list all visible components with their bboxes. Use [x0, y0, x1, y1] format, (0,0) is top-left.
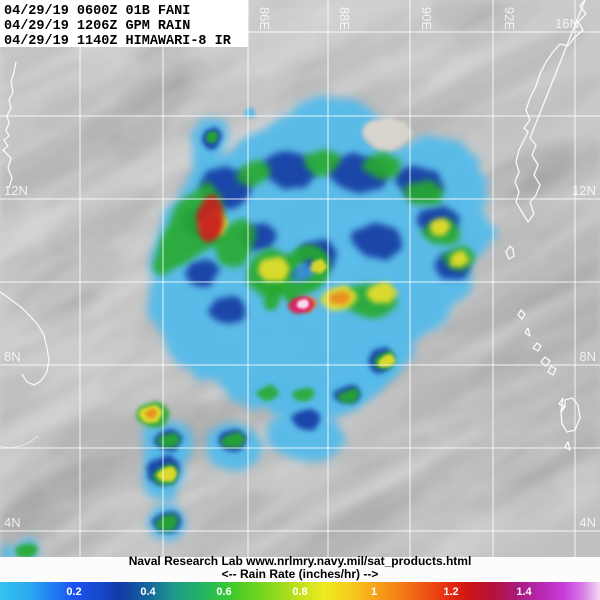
svg-text:4N: 4N — [579, 515, 596, 530]
svg-text:0.6: 0.6 — [216, 586, 231, 598]
svg-text:86E: 86E — [257, 7, 272, 30]
svg-text:90E: 90E — [419, 7, 434, 30]
svg-text:1: 1 — [371, 586, 377, 598]
svg-text:04/29/19 1206Z GPM RAIN: 04/29/19 1206Z GPM RAIN — [4, 19, 190, 34]
svg-text:88E: 88E — [337, 7, 352, 30]
svg-text:4N: 4N — [4, 515, 21, 530]
svg-text:12N: 12N — [4, 183, 28, 198]
svg-text:8N: 8N — [4, 349, 21, 364]
svg-text:04/29/19 0600Z 01B FANI: 04/29/19 0600Z 01B FANI — [4, 4, 190, 19]
svg-text:8N: 8N — [579, 349, 596, 364]
svg-text:1.2: 1.2 — [443, 586, 458, 598]
svg-text:0.8: 0.8 — [292, 586, 307, 598]
svg-text:92E: 92E — [502, 7, 517, 30]
svg-text:12N: 12N — [572, 183, 596, 198]
svg-text:Naval Research Lab www.nrlmr: Naval Research Lab www.nrlmry.navy.mil/s… — [129, 554, 472, 568]
svg-text:0.2: 0.2 — [66, 586, 81, 598]
svg-text:04/29/19 1140Z HIMAWARI-8 IR: 04/29/19 1140Z HIMAWARI-8 IR — [4, 34, 232, 49]
svg-text:0.4: 0.4 — [140, 586, 156, 598]
svg-text:<-- Rain Rate (inches/hr): <-- Rain Rate (inches/hr) --> — [222, 567, 379, 581]
svg-text:1.4: 1.4 — [516, 586, 532, 598]
